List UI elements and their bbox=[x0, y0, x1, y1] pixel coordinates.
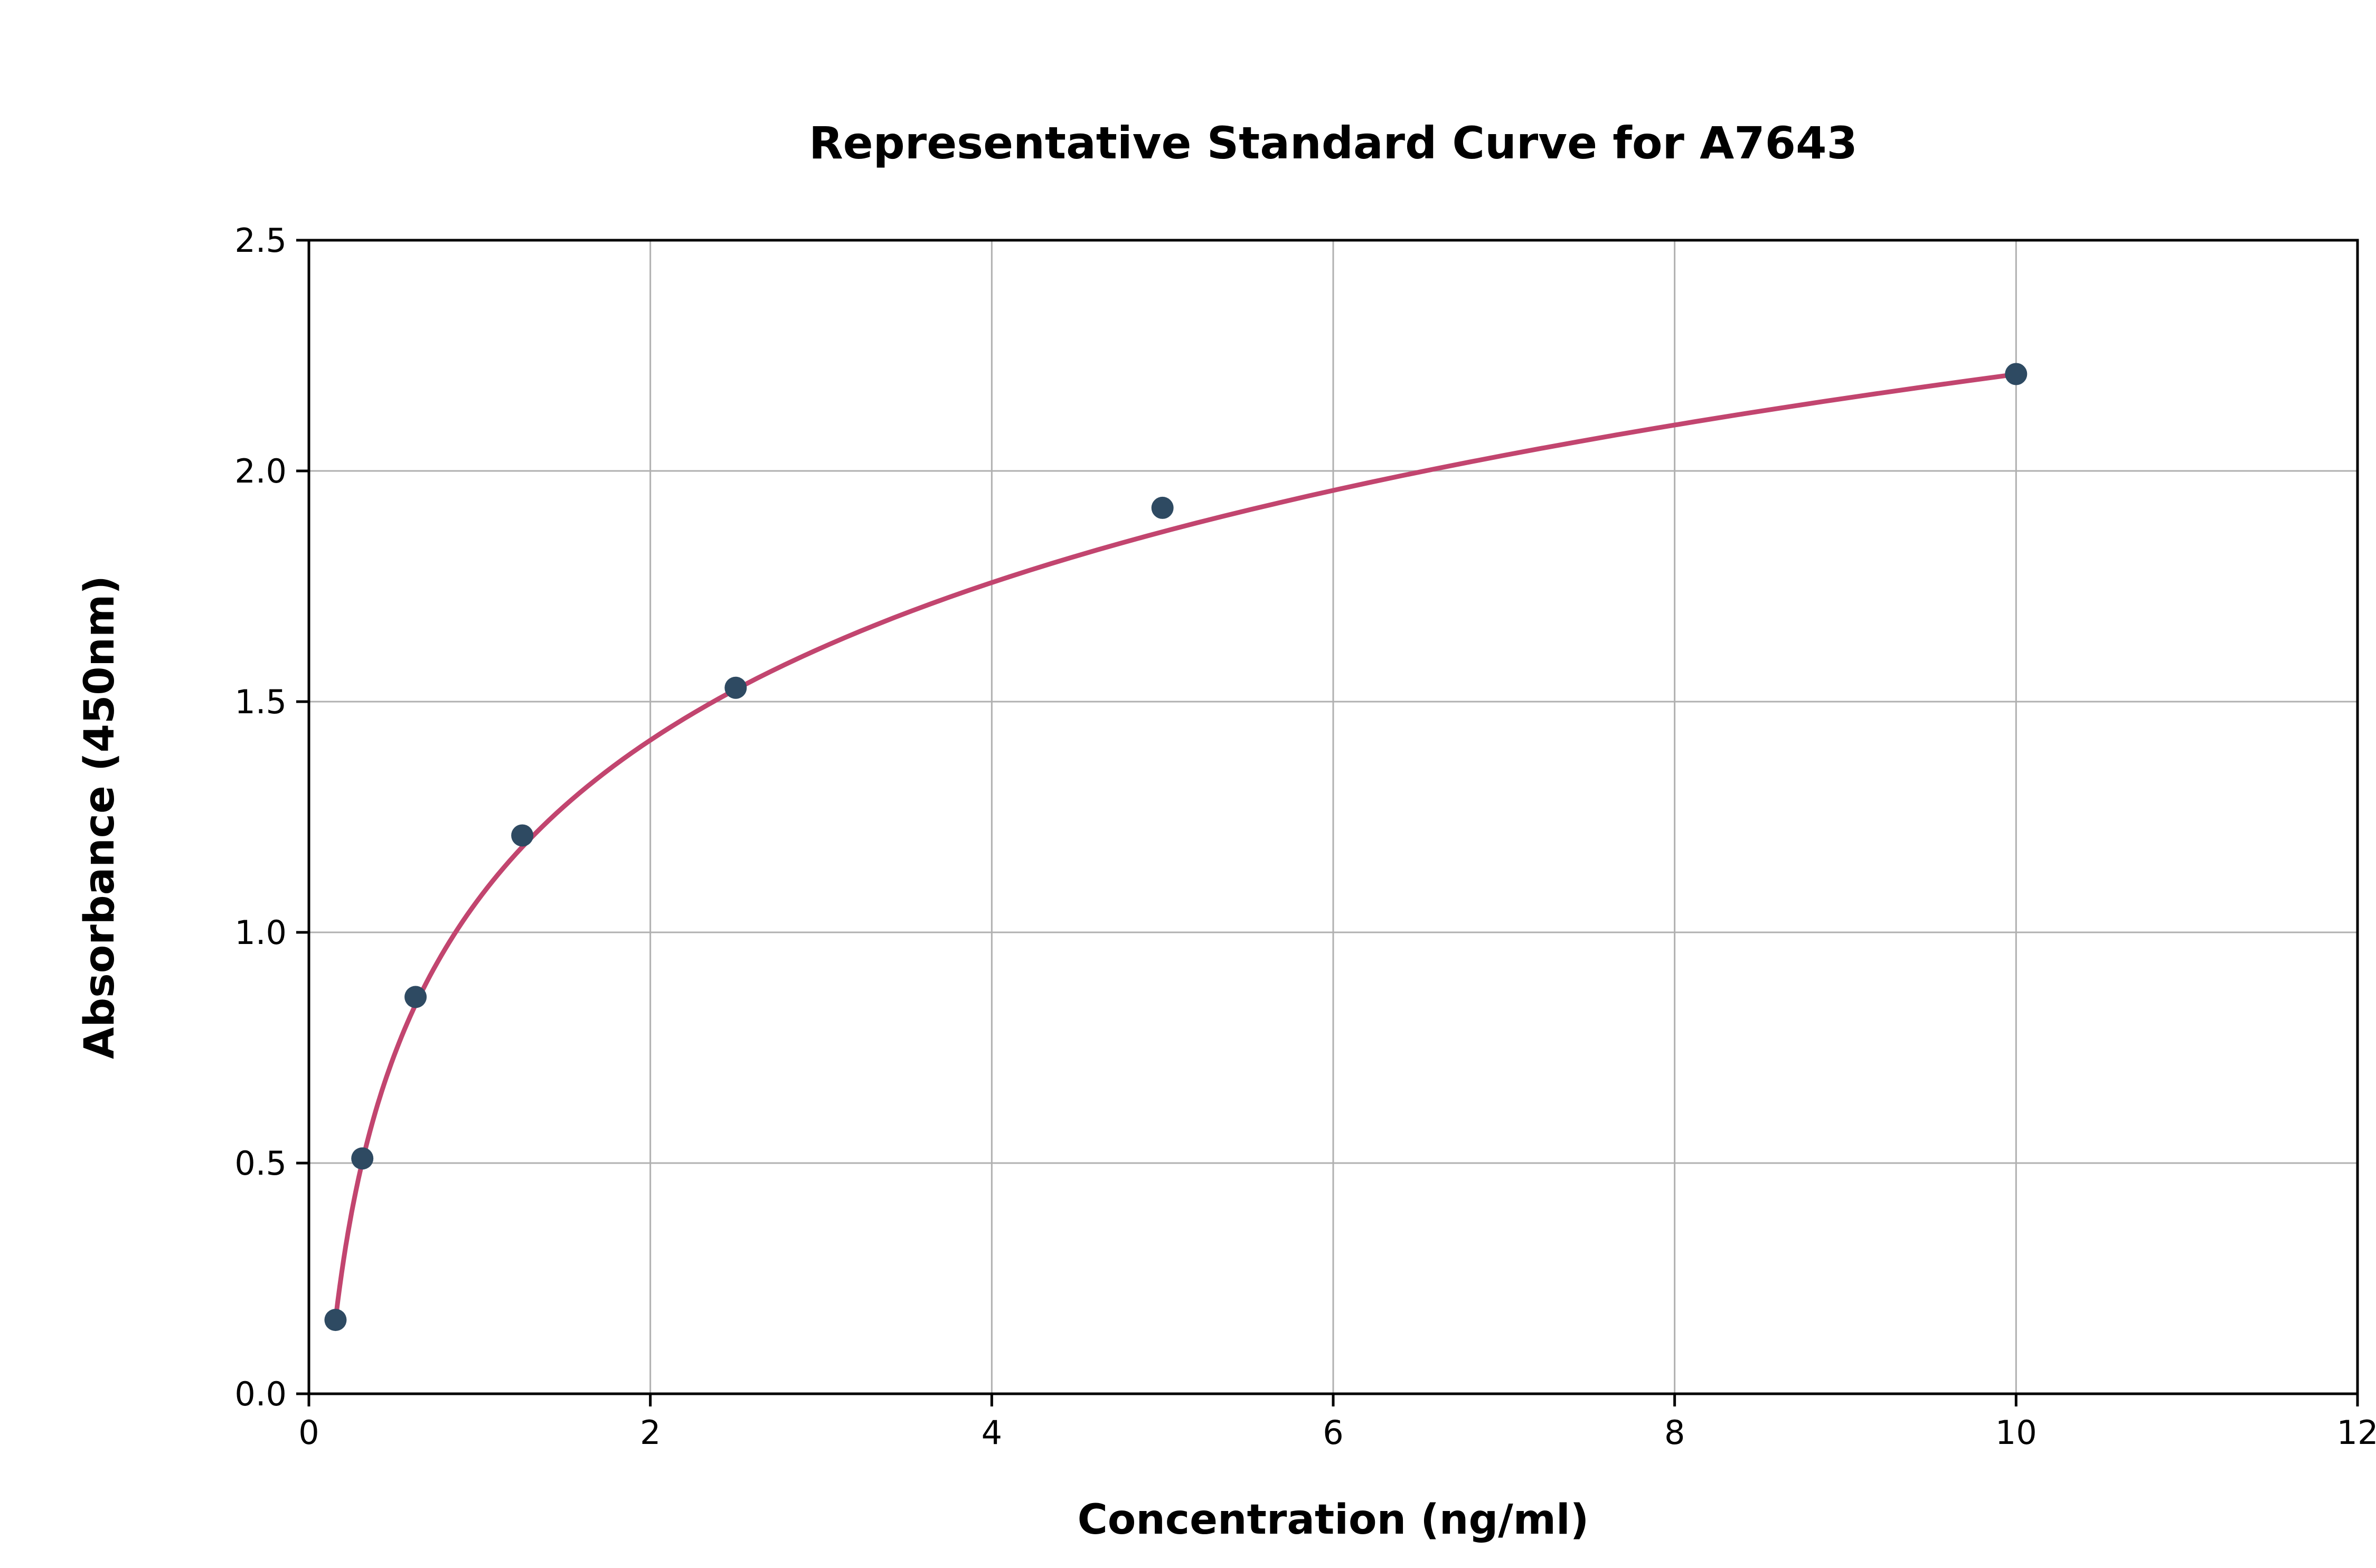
data-point bbox=[351, 1147, 374, 1170]
chart-title: Representative Standard Curve for A7643 bbox=[809, 117, 1858, 169]
y-tick-label: 1.5 bbox=[234, 683, 287, 721]
y-tick-label: 2.5 bbox=[234, 221, 287, 260]
axes-layer: 0 2 4 6 8 10 12 0.0 0.5 1.0 1.5 2.0 2.5 bbox=[234, 221, 2376, 1452]
x-tick-label: 6 bbox=[1323, 1413, 1343, 1452]
data-point bbox=[404, 986, 427, 1008]
y-tick-label: 1.0 bbox=[234, 913, 287, 952]
data-point bbox=[511, 824, 534, 847]
x-tick-label: 10 bbox=[1995, 1413, 2037, 1452]
x-tick-label: 4 bbox=[982, 1413, 1002, 1452]
data-point bbox=[1151, 496, 1174, 519]
data-point bbox=[324, 1309, 347, 1331]
x-axis-label: Concentration (ng/ml) bbox=[1078, 1496, 1589, 1544]
data-point bbox=[2005, 363, 2028, 385]
fit-curve bbox=[333, 372, 2019, 1323]
x-tick-label: 8 bbox=[1664, 1413, 1685, 1452]
data-point bbox=[724, 676, 747, 699]
y-tick-label: 0.0 bbox=[234, 1375, 287, 1413]
y-tick-label: 0.5 bbox=[234, 1144, 287, 1183]
grid-layer bbox=[308, 239, 2359, 1395]
x-tick-label: 0 bbox=[298, 1413, 319, 1452]
x-tick-label: 12 bbox=[2337, 1413, 2376, 1452]
y-tick-label: 2.0 bbox=[234, 452, 287, 490]
y-axis-label: Absorbance (450nm) bbox=[76, 575, 124, 1059]
x-tick-label: 2 bbox=[640, 1413, 661, 1452]
series-layer bbox=[324, 363, 2028, 1331]
